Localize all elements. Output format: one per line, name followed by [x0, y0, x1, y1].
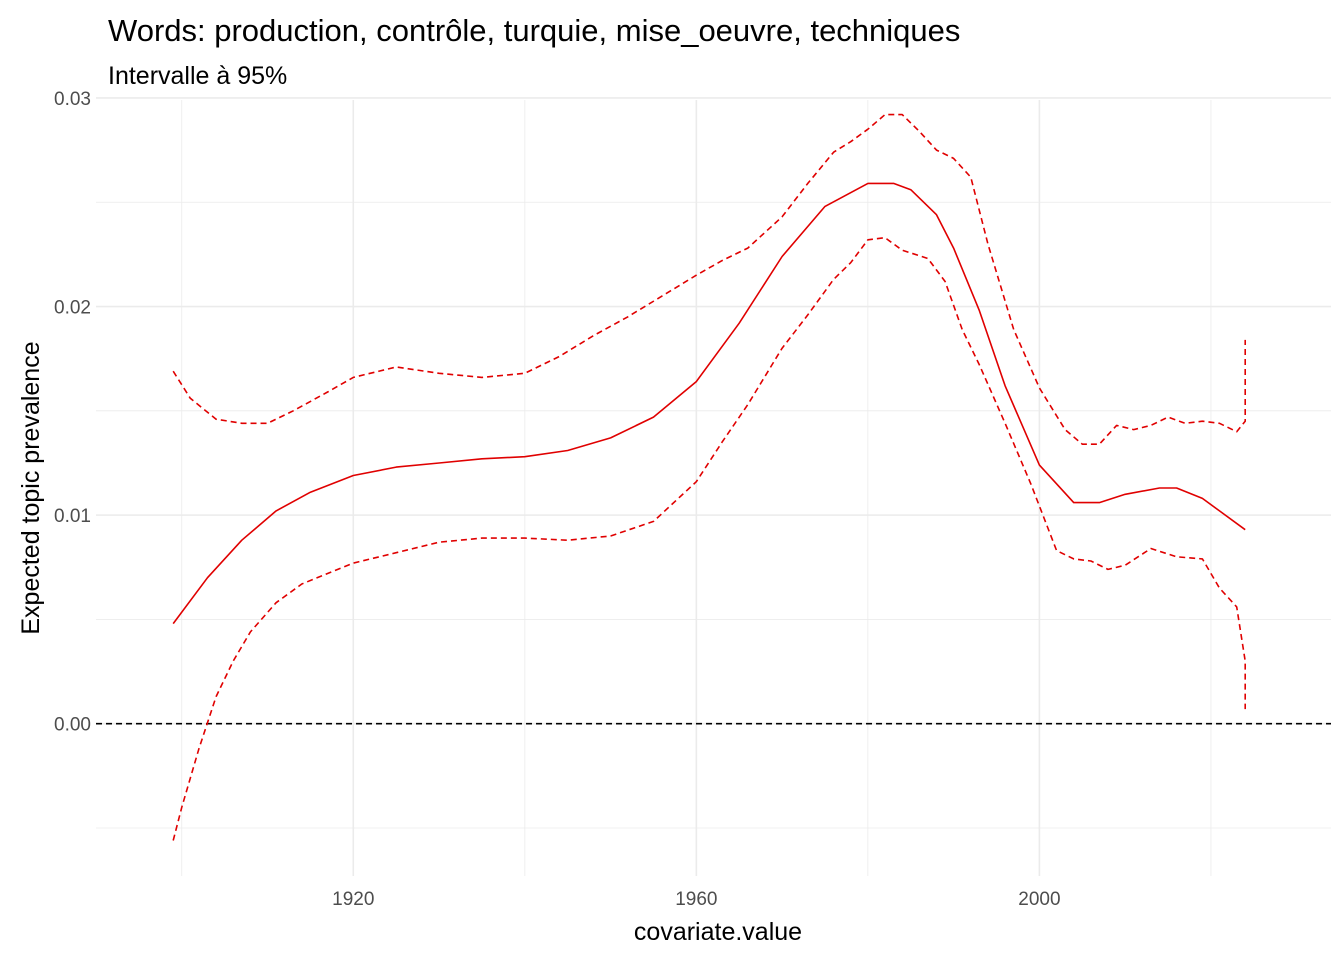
series-layer	[172, 113, 1246, 841]
y-tick-label: 0.01	[54, 506, 91, 527]
upper-bound-line	[172, 113, 1246, 446]
x-axis-ticks: 1920 1960 2000	[332, 889, 1060, 910]
y-tick-label: 0.02	[54, 298, 91, 319]
x-tick-label: 1960	[675, 889, 717, 910]
chart-subtitle: Intervalle à 95%	[108, 62, 287, 90]
x-tick-label: 1920	[332, 889, 374, 910]
y-tick-label: 0.03	[54, 89, 91, 110]
x-axis-title: covariate.value	[634, 918, 802, 946]
minor-gridlines	[96, 100, 1331, 876]
y-tick-label: 0.00	[54, 715, 91, 736]
lower-bound-line	[172, 236, 1246, 841]
estimate-line	[172, 182, 1246, 625]
major-gridlines	[96, 97, 1331, 876]
y-axis-title: Expected topic prevalence	[17, 341, 45, 634]
x-tick-label: 2000	[1018, 889, 1060, 910]
chart-title: Words: production, contrôle, turquie, mi…	[108, 13, 960, 48]
y-axis-ticks: 0.00 0.01 0.02 0.03	[54, 89, 91, 736]
